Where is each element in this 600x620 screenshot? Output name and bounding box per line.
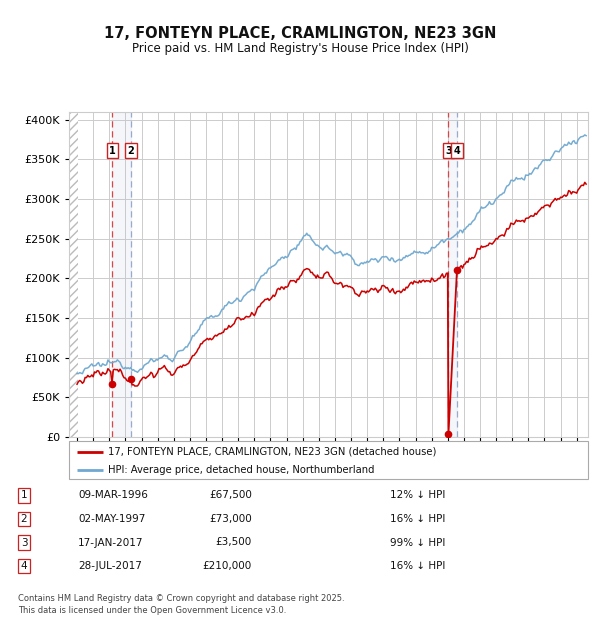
Text: 12% ↓ HPI: 12% ↓ HPI [390,490,445,500]
Text: 28-JUL-2017: 28-JUL-2017 [78,561,142,571]
Text: 17-JAN-2017: 17-JAN-2017 [78,538,143,547]
Text: HPI: Average price, detached house, Northumberland: HPI: Average price, detached house, Nort… [108,466,374,476]
Text: Contains HM Land Registry data © Crown copyright and database right 2025.
This d: Contains HM Land Registry data © Crown c… [18,594,344,615]
Text: £3,500: £3,500 [216,538,252,547]
Text: 16% ↓ HPI: 16% ↓ HPI [390,514,445,524]
Text: 3: 3 [20,538,28,547]
Text: 99% ↓ HPI: 99% ↓ HPI [390,538,445,547]
Text: £67,500: £67,500 [209,490,252,500]
Text: 2: 2 [127,146,134,156]
Bar [112,112,131,437]
Text: £210,000: £210,000 [203,561,252,571]
Text: 17, FONTEYN PLACE, CRAMLINGTON, NE23 3GN (detached house): 17, FONTEYN PLACE, CRAMLINGTON, NE23 3GN… [108,447,436,457]
Text: 2: 2 [20,514,28,524]
Text: 1: 1 [20,490,28,500]
Text: 17, FONTEYN PLACE, CRAMLINGTON, NE23 3GN: 17, FONTEYN PLACE, CRAMLINGTON, NE23 3GN [104,26,496,41]
Text: 1: 1 [109,146,116,156]
Text: 3: 3 [445,146,452,156]
Text: 4: 4 [20,561,28,571]
Text: £73,000: £73,000 [209,514,252,524]
Text: 4: 4 [454,146,460,156]
Text: 09-MAR-1996: 09-MAR-1996 [78,490,148,500]
Text: Price paid vs. HM Land Registry's House Price Index (HPI): Price paid vs. HM Land Registry's House … [131,42,469,55]
Text: 02-MAY-1997: 02-MAY-1997 [78,514,145,524]
Bar [448,112,457,437]
Text: 16% ↓ HPI: 16% ↓ HPI [390,561,445,571]
